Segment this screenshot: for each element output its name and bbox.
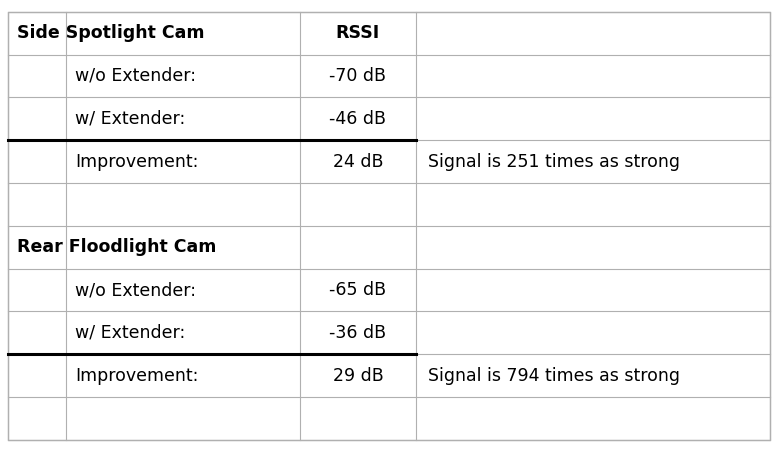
Text: 29 dB: 29 dB	[332, 367, 384, 385]
Text: Rear Floodlight Cam: Rear Floodlight Cam	[17, 238, 216, 256]
Text: 24 dB: 24 dB	[333, 153, 383, 170]
Text: -36 dB: -36 dB	[329, 324, 387, 342]
Text: Side Spotlight Cam: Side Spotlight Cam	[17, 24, 205, 42]
Text: w/o Extender:: w/o Extender:	[75, 281, 197, 299]
Text: -65 dB: -65 dB	[329, 281, 387, 299]
Text: w/ Extender:: w/ Extender:	[75, 110, 186, 128]
Text: -70 dB: -70 dB	[329, 67, 387, 85]
Text: w/ Extender:: w/ Extender:	[75, 324, 186, 342]
Text: Improvement:: Improvement:	[75, 367, 199, 385]
Text: w/o Extender:: w/o Extender:	[75, 67, 197, 85]
Text: RSSI: RSSI	[336, 24, 380, 42]
Text: Signal is 794 times as strong: Signal is 794 times as strong	[428, 367, 680, 385]
Text: Improvement:: Improvement:	[75, 153, 199, 170]
Text: Signal is 251 times as strong: Signal is 251 times as strong	[428, 153, 680, 170]
Text: -46 dB: -46 dB	[329, 110, 387, 128]
